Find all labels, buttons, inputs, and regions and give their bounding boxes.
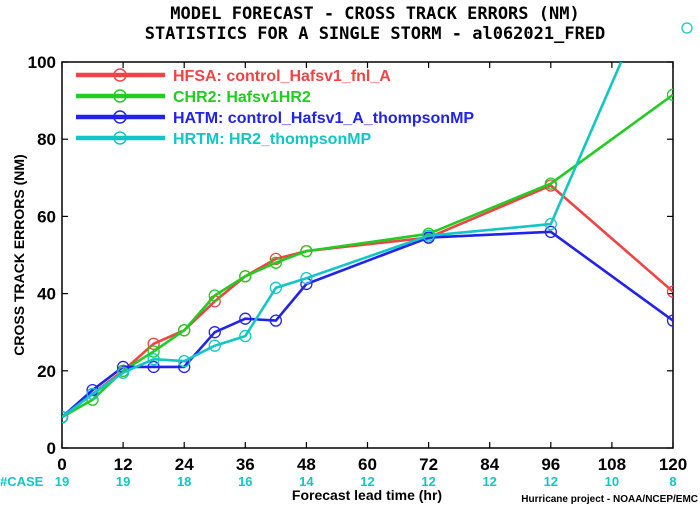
series-3-point	[239, 329, 252, 343]
chart-title-line1: MODEL FORECAST - CROSS TRACK ERRORS (NM)	[170, 4, 579, 24]
x-tick-label: 72	[419, 455, 438, 474]
case-count-value: 16	[238, 474, 252, 489]
y-tick-label: 100	[28, 53, 56, 72]
series-layer	[62, 62, 673, 424]
series-1-point	[666, 88, 673, 101]
legend-swatch-marker	[113, 68, 127, 82]
x-tick-label: 96	[541, 455, 560, 474]
series-3-point	[86, 387, 99, 401]
series-0-point	[147, 337, 160, 350]
x-tick-label: 24	[175, 455, 194, 474]
series-3-point	[300, 272, 313, 285]
legend-swatch-marker	[113, 89, 127, 103]
legend-swatch-marker	[113, 110, 127, 124]
case-count-label: #CASE	[0, 474, 44, 489]
series-2-point	[666, 314, 673, 327]
legend-label: HATM: control_Hafsv1_A_thompsonMP	[173, 110, 474, 127]
y-tick-label: 20	[37, 362, 56, 381]
legend-label: HRTM: HR2_thompsonMP	[173, 131, 372, 148]
series-3-point	[178, 354, 191, 368]
series-3-point	[62, 410, 69, 424]
x-tick-label: 12	[114, 455, 133, 474]
x-tick-label: 84	[480, 455, 499, 474]
series-1-point	[300, 244, 313, 258]
series-line-3	[62, 62, 623, 419]
series-2-point	[269, 314, 283, 327]
case-count-value: 14	[299, 474, 314, 489]
x-tick-label: 108	[598, 455, 626, 474]
case-count-value: 18	[177, 474, 191, 489]
series-1-point	[178, 324, 191, 337]
x-axis-label: Forecast lead time (hr)	[292, 487, 442, 503]
series-1-point	[269, 256, 283, 269]
series-1-point	[208, 289, 221, 302]
y-axis-label: CROSS TRACK ERRORS (NM)	[11, 154, 27, 355]
series-2-point	[208, 326, 221, 339]
series-line-0	[62, 184, 673, 419]
header-marker-icon	[681, 22, 693, 34]
case-count-value: 19	[55, 474, 69, 489]
y-tick-label: 80	[37, 130, 56, 149]
series-2-point	[147, 360, 160, 374]
case-count-value: 12	[360, 474, 374, 489]
legend-label: HFSA: control_Hafsv1_fnl_A	[173, 68, 391, 85]
case-count-value: 12	[482, 474, 496, 489]
case-count-value: 19	[116, 474, 130, 489]
series-1-point	[147, 345, 160, 358]
series-line-2	[62, 230, 673, 419]
legend: HFSA: control_Hafsv1_fnl_A CHR2: Hafsv1HR…	[76, 68, 474, 148]
x-tick-label: 60	[358, 455, 377, 474]
series-3-point	[269, 281, 283, 294]
case-count-value: 8	[669, 474, 676, 489]
legend-label: CHR2: Hafsv1HR2	[173, 89, 311, 106]
case-count-value: 12	[544, 474, 558, 489]
x-tick-label: 120	[659, 455, 687, 474]
y-tick-label: 40	[37, 285, 56, 304]
series-1-point	[239, 270, 252, 283]
legend-swatch-marker	[113, 131, 127, 145]
series-3-point	[116, 366, 130, 379]
series-0-point	[666, 285, 673, 298]
x-tick-label: 0	[57, 455, 66, 474]
y-tick-label: 0	[47, 439, 56, 458]
case-count-value: 10	[605, 474, 619, 489]
credit-text: Hurricane project - NOAA/NCEP/EMC	[521, 494, 698, 505]
x-tick-label: 48	[297, 455, 316, 474]
series-3-point	[208, 339, 221, 352]
series-3-point	[147, 353, 160, 366]
x-tick-label: 36	[236, 455, 255, 474]
series-3-point	[544, 217, 557, 231]
chart-title-line2: STATISTICS FOR A SINGLE STORM - al062021…	[145, 24, 606, 44]
series-2-point	[544, 225, 557, 238]
series-0-point	[269, 252, 283, 266]
case-count-value: 12	[421, 474, 435, 489]
series-1-point	[544, 177, 557, 190]
series-2-point	[239, 312, 252, 325]
series-3-point	[422, 229, 435, 242]
y-tick-label: 60	[37, 207, 56, 226]
